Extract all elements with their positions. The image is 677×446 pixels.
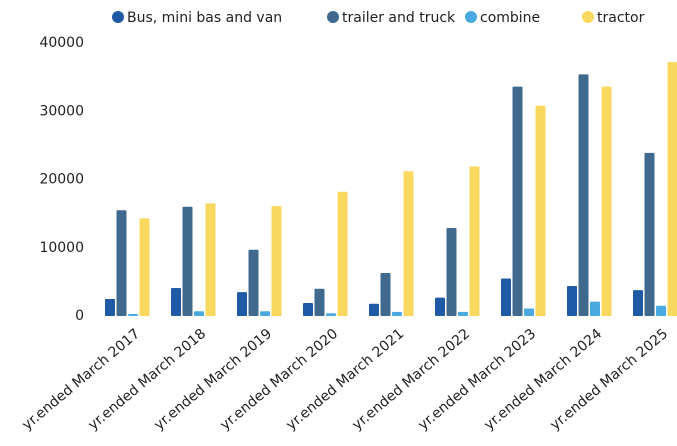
y-tick-label: 40000 [39, 35, 84, 51]
x-tick-label: yr.ended March 2018 [85, 326, 209, 434]
bar [315, 289, 325, 316]
bar [194, 311, 204, 316]
y-tick-label: 0 [75, 308, 84, 324]
y-tick-label: 10000 [39, 240, 84, 256]
bar [369, 304, 379, 316]
bar [524, 308, 534, 316]
bar [381, 273, 391, 316]
bar [579, 74, 589, 316]
x-tick-label: yr.ended March 2017 [19, 326, 143, 434]
bar [206, 203, 216, 316]
y-tick-label: 30000 [39, 103, 84, 119]
chart: 0 10000 20000 30000 40000 Bus, mini bas and v… [0, 0, 677, 446]
legend-label: tractor [597, 10, 645, 26]
bar [392, 312, 402, 316]
bar [458, 312, 468, 316]
y-tick-label: 20000 [39, 172, 84, 188]
bar [249, 250, 259, 316]
bar [435, 298, 445, 316]
bar [237, 292, 247, 316]
bar [105, 299, 115, 316]
legend-swatch [112, 11, 124, 23]
bar [326, 313, 336, 316]
x-tick-label: yr.ended March 2022 [349, 326, 473, 434]
bar [447, 228, 457, 316]
bar [536, 106, 546, 316]
bar [513, 87, 523, 316]
bar [567, 286, 577, 316]
legend-swatch [465, 11, 477, 23]
x-tick-label: yr.ended March 2021 [283, 326, 407, 434]
bar [470, 167, 480, 316]
legend-swatch [327, 11, 339, 23]
bar [656, 306, 666, 316]
legend-label: trailer and truck [342, 10, 456, 26]
legend-label: combine [480, 10, 540, 26]
bar [117, 210, 127, 316]
bar [668, 62, 677, 316]
bar [171, 288, 181, 316]
bar [602, 87, 612, 316]
bar [140, 218, 150, 316]
bar [501, 278, 511, 316]
bar [303, 303, 313, 316]
x-tick-label: yr.ended March 2024 [481, 326, 605, 434]
bar [645, 153, 655, 316]
legend-label: Bus, mini bas and van [127, 10, 282, 26]
x-tick-label: yr.ended March 2023 [415, 326, 539, 434]
bar [272, 206, 282, 316]
x-tick-label: yr.ended March 2019 [151, 326, 275, 434]
bar [338, 192, 348, 316]
bar [183, 207, 193, 316]
x-tick-label: yr.ended March 2025 [547, 326, 671, 434]
bar [128, 314, 138, 316]
bar [404, 171, 414, 316]
bar [260, 311, 270, 316]
bar [633, 290, 643, 316]
x-tick-label: yr.ended March 2020 [217, 326, 341, 434]
bar [590, 302, 600, 316]
legend-swatch [582, 11, 594, 23]
